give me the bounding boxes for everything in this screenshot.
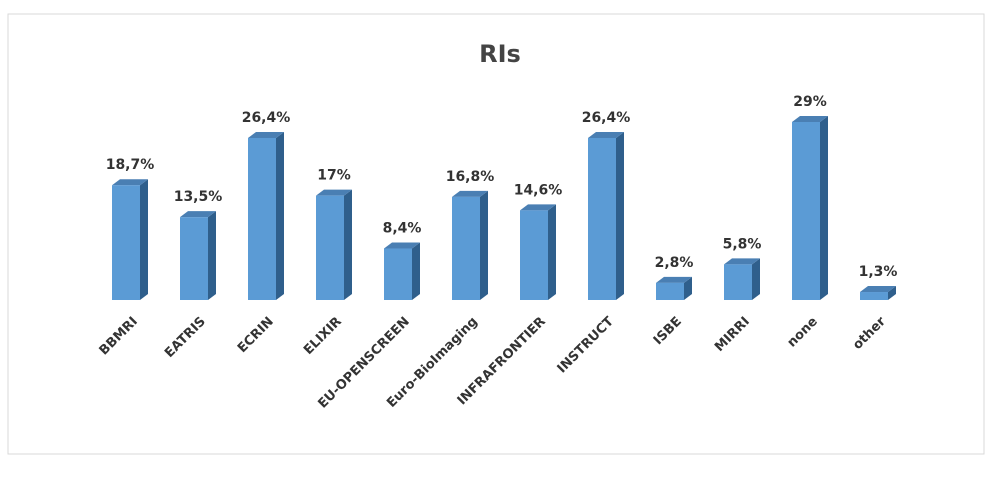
bar xyxy=(112,185,140,300)
bar-top xyxy=(316,189,352,196)
bar-side xyxy=(276,131,284,300)
value-label: 18,7% xyxy=(106,157,155,173)
bar-side xyxy=(208,211,216,300)
bar xyxy=(384,248,412,300)
bar-side xyxy=(820,116,828,300)
value-label: 5,8% xyxy=(723,236,762,252)
bar-top xyxy=(452,190,488,197)
bar-side xyxy=(616,131,624,300)
value-label: 17% xyxy=(317,168,351,184)
bar xyxy=(860,292,888,300)
bar-top xyxy=(520,204,556,211)
value-label: 26,4% xyxy=(242,110,291,126)
bar-side xyxy=(752,258,760,300)
bar xyxy=(792,122,820,300)
bar-top xyxy=(860,286,896,293)
bar xyxy=(724,264,752,300)
value-label: 8,4% xyxy=(383,220,422,236)
value-label: 13,5% xyxy=(174,189,223,205)
bar-top xyxy=(792,116,828,122)
bar-top xyxy=(112,179,148,186)
value-label: 29% xyxy=(793,94,827,110)
value-label: 1,3% xyxy=(859,264,898,280)
bar xyxy=(588,137,616,300)
bar xyxy=(316,195,344,300)
bar-top xyxy=(384,242,420,249)
bar-side xyxy=(412,242,420,300)
value-label: 14,6% xyxy=(514,182,563,198)
bar-side xyxy=(480,190,488,300)
bar xyxy=(248,137,276,300)
bar-top xyxy=(656,276,692,283)
bar xyxy=(180,217,208,300)
bar xyxy=(656,282,684,300)
bar-top xyxy=(180,211,216,218)
bar-top xyxy=(724,258,760,265)
value-label: 2,8% xyxy=(655,255,694,271)
bar-side xyxy=(140,179,148,300)
chart-title: RIs xyxy=(479,40,521,68)
bar-side xyxy=(548,204,556,300)
value-label: 16,8% xyxy=(446,169,495,185)
bar-side xyxy=(344,189,352,300)
bar-side xyxy=(888,286,896,300)
bar-side xyxy=(684,276,692,300)
value-label: 26,4% xyxy=(582,110,631,126)
bar-top xyxy=(588,131,624,138)
bar xyxy=(452,196,480,300)
chart-frame xyxy=(7,13,985,455)
bar xyxy=(520,210,548,300)
bar-top xyxy=(248,131,284,138)
